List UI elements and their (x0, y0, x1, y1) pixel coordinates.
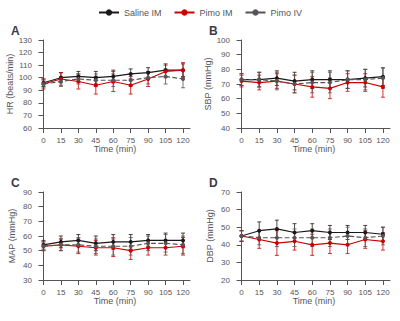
svg-text:130: 130 (19, 36, 33, 45)
svg-text:100: 100 (19, 73, 33, 82)
svg-text:15: 15 (255, 288, 264, 297)
svg-text:60: 60 (23, 124, 32, 133)
svg-text:15: 15 (255, 136, 264, 145)
svg-text:B: B (209, 24, 218, 38)
svg-text:120: 120 (176, 136, 190, 145)
svg-text:C: C (11, 176, 20, 190)
svg-text:45: 45 (290, 136, 299, 145)
svg-text:30: 30 (74, 136, 83, 145)
svg-text:15: 15 (56, 136, 65, 145)
svg-text:Pimo IV: Pimo IV (271, 8, 303, 18)
svg-text:90: 90 (23, 86, 32, 95)
svg-text:60: 60 (221, 94, 230, 103)
svg-text:D: D (209, 176, 218, 190)
svg-text:105: 105 (359, 136, 373, 145)
svg-text:120: 120 (19, 48, 33, 57)
svg-text:70: 70 (221, 80, 230, 89)
svg-text:75: 75 (126, 136, 135, 145)
svg-text:MAP (mmHg): MAP (mmHg) (7, 209, 17, 263)
svg-text:60: 60 (221, 205, 230, 214)
svg-text:40: 40 (221, 240, 230, 249)
svg-text:90: 90 (343, 136, 352, 145)
svg-text:Time (min): Time (min) (94, 144, 137, 154)
svg-text:75: 75 (126, 288, 135, 297)
svg-text:45: 45 (290, 288, 299, 297)
svg-text:DBP (mmHg): DBP (mmHg) (205, 209, 215, 262)
svg-text:60: 60 (23, 232, 32, 241)
svg-text:60: 60 (109, 136, 118, 145)
svg-text:0: 0 (239, 136, 244, 145)
svg-text:30: 30 (23, 276, 32, 285)
svg-text:Time (min): Time (min) (293, 144, 336, 154)
svg-text:90: 90 (343, 288, 352, 297)
svg-text:15: 15 (56, 288, 65, 297)
svg-text:80: 80 (23, 98, 32, 107)
svg-text:80: 80 (221, 65, 230, 74)
svg-text:40: 40 (221, 124, 230, 133)
svg-text:105: 105 (159, 136, 173, 145)
svg-text:SBP (mmHg): SBP (mmHg) (203, 58, 213, 111)
svg-text:50: 50 (221, 223, 230, 232)
svg-text:0: 0 (239, 288, 244, 297)
svg-text:Pimo IM: Pimo IM (200, 8, 233, 18)
svg-text:120: 120 (176, 288, 190, 297)
svg-text:0: 0 (41, 136, 46, 145)
svg-text:30: 30 (272, 288, 281, 297)
svg-text:45: 45 (91, 136, 100, 145)
svg-text:Time (min): Time (min) (293, 296, 336, 306)
svg-text:HR (beats/min): HR (beats/min) (5, 54, 15, 115)
svg-text:Time (min): Time (min) (94, 296, 137, 306)
svg-text:120: 120 (376, 136, 390, 145)
svg-text:Saline IM: Saline IM (124, 8, 162, 18)
svg-text:90: 90 (144, 136, 153, 145)
svg-text:30: 30 (74, 288, 83, 297)
svg-text:120: 120 (376, 288, 390, 297)
svg-text:60: 60 (308, 288, 317, 297)
svg-text:45: 45 (91, 288, 100, 297)
svg-text:105: 105 (159, 288, 173, 297)
svg-text:75: 75 (325, 136, 334, 145)
svg-text:60: 60 (109, 288, 118, 297)
svg-text:30: 30 (272, 136, 281, 145)
svg-text:110: 110 (19, 61, 32, 70)
svg-text:105: 105 (359, 288, 373, 297)
svg-text:70: 70 (221, 188, 230, 197)
svg-text:40: 40 (23, 261, 32, 270)
svg-text:0: 0 (41, 288, 46, 297)
svg-text:90: 90 (221, 50, 230, 59)
svg-text:100: 100 (217, 36, 231, 45)
svg-text:75: 75 (325, 288, 334, 297)
svg-text:70: 70 (23, 111, 32, 120)
svg-text:30: 30 (221, 258, 230, 267)
svg-text:60: 60 (308, 136, 317, 145)
svg-text:50: 50 (221, 109, 230, 118)
svg-text:70: 70 (23, 217, 32, 226)
svg-text:80: 80 (23, 202, 32, 211)
svg-text:90: 90 (144, 288, 153, 297)
svg-text:50: 50 (23, 246, 32, 255)
svg-text:20: 20 (221, 276, 230, 285)
svg-text:A: A (11, 24, 20, 38)
svg-text:90: 90 (23, 188, 32, 197)
